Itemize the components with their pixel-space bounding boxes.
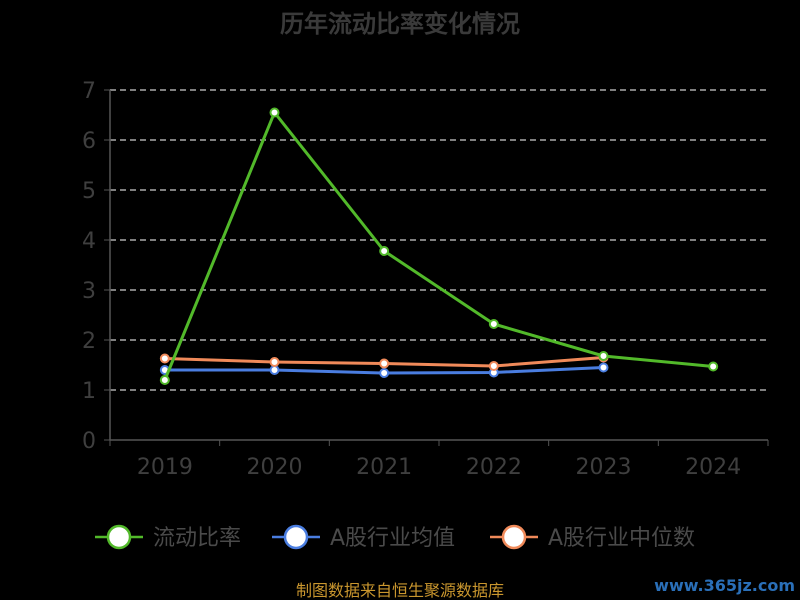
legend: 流动比率 A股行业均值 A股行业中位数 (95, 524, 695, 551)
y-tick-label: 4 (82, 229, 96, 254)
chart-title: 历年流动比率变化情况 (280, 10, 520, 38)
data-point (598, 351, 609, 361)
x-tick-label: 2020 (247, 455, 303, 480)
x-tick-label: 2021 (356, 455, 412, 480)
y-tick-label: 0 (82, 429, 96, 454)
x-tick-label: 2022 (466, 455, 522, 480)
legend-label: A股行业中位数 (548, 526, 695, 551)
legend-swatch-marker (501, 524, 527, 550)
data-point (488, 361, 499, 371)
data-point (379, 358, 390, 369)
y-tick-label: 5 (82, 179, 96, 204)
legend-swatch-marker (106, 524, 132, 550)
x-tick-label: 2019 (137, 455, 193, 480)
series-line (163, 111, 714, 381)
data-point (159, 375, 170, 385)
y-tick-label: 2 (82, 329, 96, 354)
y-tick-label: 3 (82, 279, 96, 304)
grid-lines (110, 89, 768, 391)
data-point (269, 365, 280, 375)
legend-label: A股行业均值 (330, 526, 455, 551)
data-point (598, 362, 609, 373)
source-note: 制图数据来自恒生聚源数据库 (296, 581, 504, 600)
watermark: www.365jz.com (654, 576, 795, 595)
data-point (159, 353, 170, 364)
data-point (708, 361, 719, 372)
data-point (269, 107, 280, 118)
axes: 0 1 2 3 4 5 6 7 2019 2020 2021 2022 2023 2024 (82, 79, 769, 480)
legend-swatch-marker (283, 524, 309, 550)
y-tick-label: 6 (82, 129, 96, 154)
data-point (379, 368, 390, 378)
data-point (488, 319, 499, 329)
y-tick-label: 1 (82, 379, 96, 404)
data-point (269, 357, 280, 367)
legend-label: 流动比率 (153, 526, 241, 551)
data-point (379, 246, 390, 256)
x-tick-label: 2023 (576, 455, 632, 480)
y-tick-label: 7 (82, 79, 96, 104)
x-tick-label: 2024 (685, 455, 741, 480)
series-lines (159, 107, 719, 385)
